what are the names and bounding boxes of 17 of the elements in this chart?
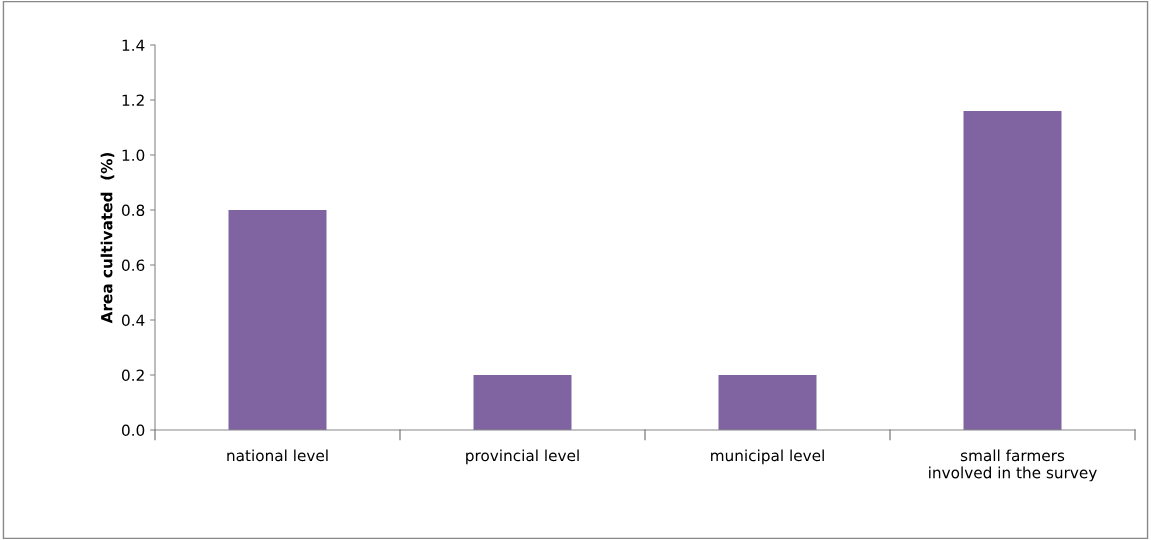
bar bbox=[718, 375, 817, 430]
x-tick-label: small farmers involved in the survey bbox=[929, 449, 1097, 482]
x-tick-label: provincial level bbox=[466, 449, 579, 465]
y-tick-label: 1.0 bbox=[122, 149, 145, 162]
y-axis-title: Area cultivated (%) bbox=[100, 152, 115, 324]
y-tick-label: 1.2 bbox=[122, 94, 144, 106]
y-tick-label: 0.2 bbox=[121, 369, 144, 382]
bar bbox=[228, 210, 327, 430]
y-tick-label: 0.4 bbox=[121, 314, 145, 327]
x-tick-label: municipal level bbox=[711, 449, 824, 465]
y-tick-label: 0.8 bbox=[121, 204, 145, 217]
y-tick-label: 0.6 bbox=[121, 259, 145, 272]
bar bbox=[473, 375, 572, 430]
bar bbox=[963, 111, 1062, 430]
y-tick-label: 1.4 bbox=[122, 39, 145, 51]
x-tick-label: national level bbox=[227, 449, 328, 462]
y-tick-label: 0.0 bbox=[121, 424, 145, 437]
